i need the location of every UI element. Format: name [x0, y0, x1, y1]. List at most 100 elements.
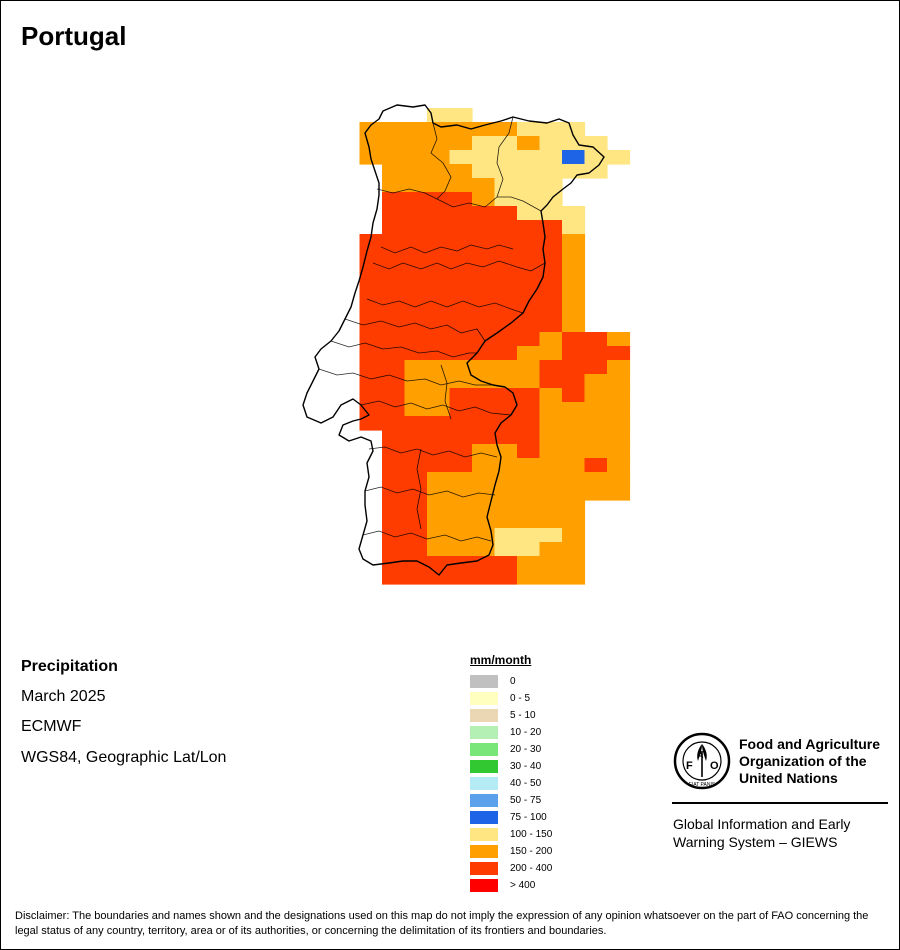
raster-cell	[427, 514, 451, 529]
raster-cell	[404, 150, 428, 165]
raster-cell	[494, 136, 518, 151]
raster-cell	[607, 458, 631, 473]
raster-cell	[517, 514, 541, 529]
raster-cell	[427, 122, 451, 137]
raster-cell	[404, 472, 428, 487]
projection-label: WGS84, Geographic Lat/Lon	[21, 749, 227, 766]
raster-cell	[427, 150, 451, 165]
raster-cell	[539, 178, 563, 193]
raster-cell	[404, 332, 428, 347]
svg-text:O: O	[710, 760, 719, 772]
raster-cell	[427, 346, 451, 361]
legend-swatch	[470, 845, 498, 858]
raster-cell	[382, 136, 406, 151]
raster-cell	[562, 304, 586, 319]
raster-cell	[404, 318, 428, 333]
raster-cell	[562, 528, 586, 543]
raster-cell	[562, 276, 586, 291]
raster-cell	[539, 458, 563, 473]
raster-cell	[562, 486, 586, 501]
raster-cell	[472, 430, 496, 445]
raster-cell	[382, 444, 406, 459]
raster-cell	[517, 486, 541, 501]
raster-cell	[404, 248, 428, 263]
raster-cell	[584, 136, 608, 151]
raster-cell	[404, 542, 428, 557]
raster-cell	[584, 430, 608, 445]
raster-cell	[472, 458, 496, 473]
legend-swatch	[470, 879, 498, 892]
raster-cell	[449, 514, 473, 529]
raster-cell	[382, 206, 406, 221]
legend-label: 200 - 400	[510, 863, 553, 874]
raster-cell	[539, 472, 563, 487]
legend-row: 5 - 10	[470, 707, 552, 724]
raster-cell	[382, 164, 406, 179]
raster-cell	[562, 206, 586, 221]
raster-cell	[472, 276, 496, 291]
raster-cell	[539, 542, 563, 557]
raster-cell	[494, 262, 518, 277]
raster-cell	[404, 374, 428, 389]
raster-cell	[427, 486, 451, 501]
raster-cell	[517, 332, 541, 347]
raster-cell	[427, 500, 451, 515]
raster-cell	[472, 360, 496, 375]
legend-label: 40 - 50	[510, 778, 542, 789]
raster-cell	[539, 332, 563, 347]
raster-cell	[539, 304, 563, 319]
raster-cell	[427, 304, 451, 319]
legend-row: 100 - 150	[470, 826, 552, 843]
raster-cell	[472, 262, 496, 277]
legend-rows: 0 0 - 5 5 - 10 10 - 20 20 - 30 30 - 40 40 - 50…	[470, 673, 552, 894]
raster-cell	[494, 472, 518, 487]
raster-cell	[404, 430, 428, 445]
raster-cell	[449, 206, 473, 221]
raster-cell	[449, 444, 473, 459]
raster-cell	[494, 486, 518, 501]
raster-cell	[539, 346, 563, 361]
raster-cell	[472, 556, 496, 571]
raster-cell	[472, 304, 496, 319]
raster-cell	[584, 164, 608, 179]
raster-cell	[427, 108, 451, 123]
legend-swatch	[470, 675, 498, 688]
raster-cell	[539, 556, 563, 571]
raster-cell	[539, 570, 563, 585]
raster-cell	[404, 122, 428, 137]
raster-cell	[404, 206, 428, 221]
raster-cell	[382, 122, 406, 137]
raster-cell	[539, 360, 563, 375]
raster-cell	[359, 402, 383, 417]
raster-cell	[427, 234, 451, 249]
raster-cell	[494, 430, 518, 445]
raster-cell	[359, 248, 383, 263]
raster-cell	[562, 388, 586, 403]
raster-cell	[494, 542, 518, 557]
raster-cell	[449, 234, 473, 249]
legend-row: 0	[470, 673, 552, 690]
raster-cell	[472, 500, 496, 515]
raster-cell	[539, 402, 563, 417]
raster-cell	[382, 500, 406, 515]
raster-cell	[427, 528, 451, 543]
raster-cell	[539, 444, 563, 459]
raster-cell	[427, 360, 451, 375]
raster-cell	[359, 304, 383, 319]
variable-label: Precipitation	[21, 658, 118, 675]
raster-cell	[472, 248, 496, 263]
raster-cell	[584, 402, 608, 417]
raster-cell	[472, 318, 496, 333]
raster-cell	[494, 514, 518, 529]
raster-cell	[539, 318, 563, 333]
raster-cell	[382, 192, 406, 207]
raster-cell	[584, 458, 608, 473]
legend-swatch	[470, 743, 498, 756]
legend-row: 20 - 30	[470, 741, 552, 758]
raster-cell	[494, 234, 518, 249]
fao-emblem-icon: F O A FIAT PANIS	[673, 732, 731, 790]
raster-cell	[472, 290, 496, 305]
raster-cell	[607, 332, 631, 347]
raster-cell	[449, 150, 473, 165]
